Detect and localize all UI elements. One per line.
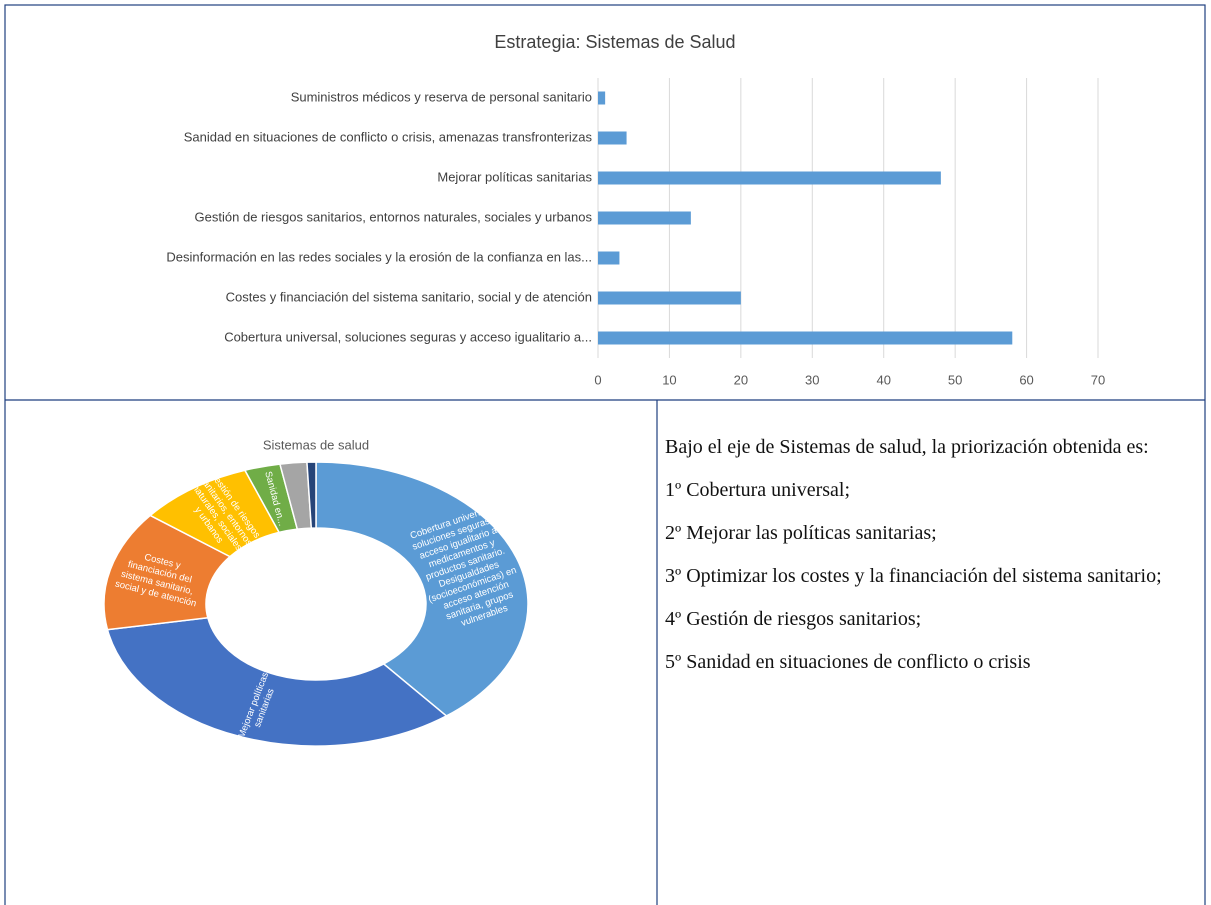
list-item: 3º Optimizar los costes y la financiació…	[665, 565, 1162, 587]
donut-segment	[306, 461, 317, 529]
donut-segment	[106, 616, 448, 747]
bar	[598, 171, 941, 185]
x-tick-label: 20	[734, 372, 748, 387]
x-tick-label: 10	[662, 372, 676, 387]
y-tick-label: Cobertura universal, soluciones seguras …	[224, 329, 592, 344]
bar	[598, 211, 691, 225]
table-border	[4, 4, 1206, 905]
x-tick-label: 0	[594, 372, 601, 387]
bar	[598, 131, 627, 145]
list-item: 4º Gestión de riesgos sanitarios;	[665, 608, 922, 630]
donut-title: Sistemas de salud	[263, 437, 369, 452]
y-tick-label: Desinformación en las redes sociales y l…	[166, 249, 592, 264]
y-tick-label: Gestión de riesgos sanitarios, entornos …	[195, 209, 593, 224]
bar	[598, 91, 606, 105]
x-tick-label: 50	[948, 372, 962, 387]
x-tick-label: 70	[1091, 372, 1105, 387]
bar	[598, 291, 741, 305]
paragraph: Bajo el eje de Sistemas de salud, la pri…	[665, 436, 1149, 458]
x-tick-label: 60	[1019, 372, 1033, 387]
segment-label: Costes y financiación del sistema sanita…	[114, 546, 206, 609]
donut-segment	[315, 461, 529, 717]
bar	[598, 331, 1013, 345]
list-item: 5º Sanidad en situaciones de conflicto o…	[665, 651, 1031, 673]
list-item: 1º Cobertura universal;	[665, 479, 851, 501]
y-tick-label: Sanidad en situaciones de conflicto o cr…	[184, 129, 593, 144]
list-item: 2º Mejorar las políticas sanitarias;	[665, 522, 937, 544]
y-tick-label: Mejorar políticas sanitarias	[437, 169, 592, 184]
y-tick-label: Suministros médicos y reserva de persona…	[291, 89, 592, 104]
x-tick-label: 30	[805, 372, 819, 387]
bar	[598, 251, 620, 265]
y-tick-label: Costes y financiación del sistema sanita…	[226, 289, 592, 304]
x-tick-label: 40	[876, 372, 890, 387]
text-cell: Bajo el eje de Sistemas de salud, la pri…	[665, 434, 1200, 692]
bar-title: Estrategia: Sistemas de Salud	[494, 32, 735, 52]
